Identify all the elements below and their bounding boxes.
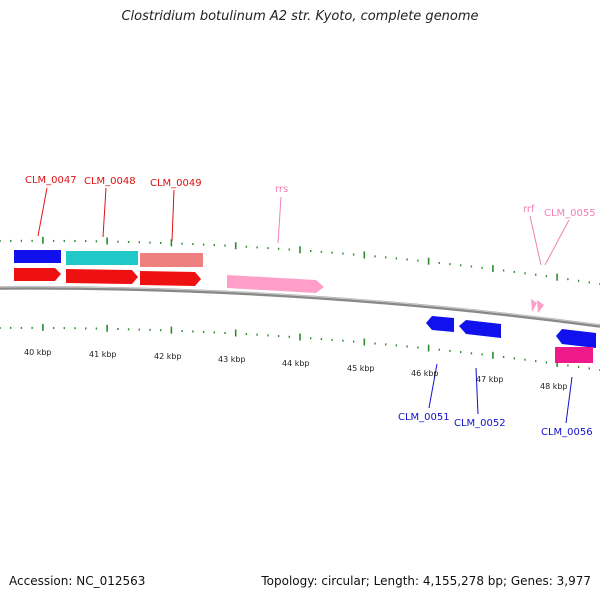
gene-label-clm0055[interactable]: CLM_0055 [544, 208, 596, 219]
kbp-tick-labels: 40 kbp 41 kbp 42 kbp 43 kbp 44 kbp 45 kb… [24, 348, 568, 391]
feature-rrs[interactable] [227, 275, 324, 293]
gene-label-clm0048[interactable]: CLM_0048 [84, 176, 136, 187]
tick-label-46: 46 kbp [411, 369, 439, 378]
gene-label-clm0047[interactable]: CLM_0047 [25, 175, 77, 186]
genome-backbone [0, 286, 600, 328]
gene-labels: CLM_0047 CLM_0048 CLM_0049 rrs rrf CLM_0… [25, 175, 596, 438]
feature-red-1[interactable] [14, 268, 61, 281]
inner-tick-row [0, 323, 600, 371]
tick-label-44: 44 kbp [282, 359, 310, 368]
gene-label-clm0052[interactable]: CLM_0052 [454, 418, 506, 429]
feature-clm0048-cyan[interactable] [66, 251, 138, 265]
tick-label-41: 41 kbp [89, 350, 117, 359]
tick-label-45: 45 kbp [347, 364, 375, 373]
outer-tick-row [0, 236, 600, 285]
feature-red-2[interactable] [66, 269, 138, 284]
tick-label-47: 47 kbp [476, 375, 504, 384]
feature-rrf-arrow-1[interactable] [531, 299, 537, 312]
feature-track [14, 250, 596, 363]
feature-clm0052[interactable] [459, 320, 501, 338]
genome-summary-text: Topology: circular; Length: 4,155,278 bp… [261, 574, 591, 588]
tick-label-40: 40 kbp [24, 348, 52, 357]
feature-clm0056-blue[interactable] [556, 329, 596, 348]
feature-clm0056-magenta[interactable] [555, 347, 593, 363]
gene-label-clm0056[interactable]: CLM_0056 [541, 427, 593, 438]
genome-backbone-highlight [0, 286, 600, 326]
feature-clm0047-blue[interactable] [14, 250, 61, 263]
tick-label-42: 42 kbp [154, 352, 182, 361]
feature-clm0049-salmon[interactable] [140, 253, 203, 267]
gene-label-rrs[interactable]: rrs [275, 184, 288, 195]
callout-lines [37, 187, 573, 424]
gene-label-clm0049[interactable]: CLM_0049 [150, 178, 202, 189]
feature-rrf-arrow-2[interactable] [537, 300, 544, 313]
tick-label-48: 48 kbp [540, 382, 568, 391]
tick-label-43: 43 kbp [218, 355, 246, 364]
gene-label-rrf[interactable]: rrf [523, 204, 535, 215]
gene-label-clm0051[interactable]: CLM_0051 [398, 412, 450, 423]
map-title: Clostridium botulinum A2 str. Kyoto, com… [121, 9, 479, 24]
feature-red-3[interactable] [140, 271, 201, 286]
accession-text: Accession: NC_012563 [9, 574, 146, 588]
feature-clm0051[interactable] [426, 316, 454, 332]
